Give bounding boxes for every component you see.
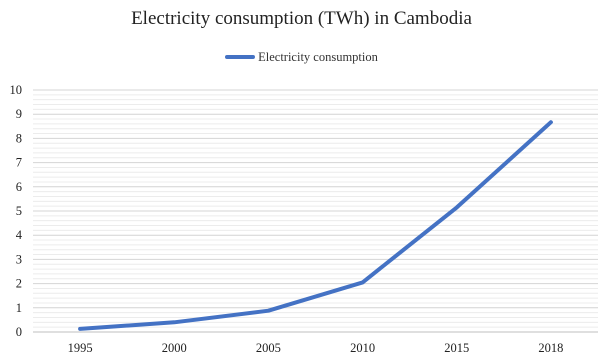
y-tick-label: 8	[16, 131, 22, 145]
axis-layer: 0 1 2 3 4 5 6 7 8 9 10 1995 2000 2005 2010 2015 2018	[10, 83, 598, 354]
legend: Electricity consumption	[0, 49, 603, 65]
chart-title: Electricity consumption (TWh) in Cambodi…	[131, 8, 472, 29]
y-tick-label: 9	[16, 107, 22, 121]
legend-swatch	[225, 55, 256, 59]
y-tick-label: 3	[16, 252, 22, 266]
x-tick-label: 2018	[538, 341, 563, 354]
y-tick-label: 4	[16, 228, 23, 242]
y-tick-label: 7	[16, 156, 22, 170]
x-tick-label: 2005	[256, 341, 281, 354]
y-tick-label: 1	[16, 301, 22, 315]
y-tick-label: 5	[16, 204, 22, 218]
series-layer	[78, 120, 553, 331]
x-tick-label: 2015	[444, 341, 469, 354]
y-tick-label: 0	[16, 325, 22, 339]
x-tick-label: 1995	[68, 341, 93, 354]
y-tick-label: 6	[16, 180, 22, 194]
x-tick-label: 2000	[162, 341, 187, 354]
grid-layer	[33, 89, 598, 333]
x-tick-label: 2010	[350, 341, 375, 354]
legend-label: Electricity consumption	[258, 49, 378, 64]
series-line	[78, 120, 553, 331]
y-tick-label: 10	[10, 83, 23, 97]
y-tick-label: 2	[16, 277, 22, 291]
